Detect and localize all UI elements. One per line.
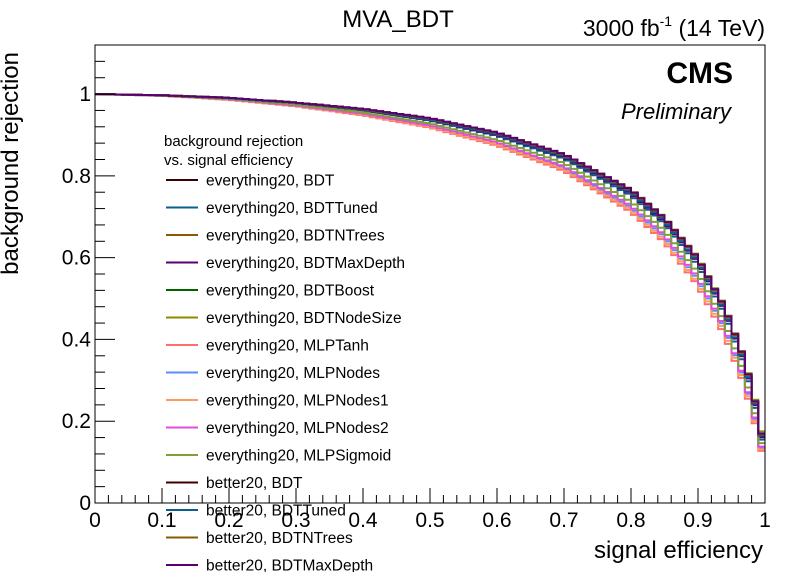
status-label: Preliminary [621,99,733,124]
legend-entry: better20, BDTTuned [166,503,346,520]
legend-entry: better20, BDTNTrees [166,530,353,547]
legend-label: everything20, BDTNTrees [206,228,385,245]
legend-entry: everything20, BDTMaxDepth [166,255,405,272]
y-tick-label: 0.6 [62,247,91,270]
y-tick-label: 1 [79,83,91,106]
legend-entry: everything20, MLPNodes [166,365,380,382]
lumi-exponent: -1 [660,13,673,29]
y-tick-label: 0.8 [62,165,91,188]
legend-entry: everything20, MLPSigmoid [166,448,391,465]
legend-entry: everything20, MLPNodes1 [166,393,389,410]
legend-entry: everything20, MLPNodes2 [166,420,389,437]
legend-label: better20, BDTTuned [206,503,346,520]
legend-entry: everything20, MLPTanh [166,338,369,355]
legend-label: everything20, MLPSigmoid [206,448,391,465]
legend-header-line1: background rejection [164,133,303,150]
x-tick-label: 0.2 [214,509,243,532]
ticks-layer [94,44,766,504]
x-tick-label: 0.8 [616,509,645,532]
legend-entry: everything20, BDTBoost [166,283,375,300]
legend-header-line2: vs. signal efficiency [164,152,293,169]
legend-label: better20, BDTMaxDepth [206,558,373,572]
x-tick-label: 0.9 [683,509,712,532]
legend-label: everything20, MLPNodes1 [206,393,389,410]
experiment-label: CMS [666,57,733,90]
x-tick-label: 0.5 [415,509,444,532]
legend-entry: better20, BDTMaxDepth [166,558,373,572]
x-tick-label: 0.3 [281,509,310,532]
legend-label: everything20, MLPNodes [206,365,380,382]
lumi-value: 3000 fb [583,15,660,41]
legend-entry: everything20, BDT [166,173,335,190]
tick-labels: 0 0.1 0.2 0.3 0.4 0.5 0.6 0.7 0.8 0.9 1 0 0.2 0.4 0.6 0… [62,83,771,532]
lumi-energy: (14 TeV) [672,15,765,41]
legend-entry: everything20, BDTNodeSize [166,310,402,327]
y-tick-label: 0.4 [62,328,92,351]
x-axis-label: signal efficiency [594,537,763,564]
series-layer [95,93,765,452]
legend-label: everything20, MLPNodes2 [206,420,389,437]
x-tick-label: 1 [759,509,771,532]
x-tick-label: 0.1 [147,509,176,532]
legend-entry: better20, BDT [166,475,303,492]
legend-label: everything20, BDTTuned [206,200,378,217]
legend-label: better20, BDTNTrees [206,530,353,547]
x-tick-label: 0.7 [549,509,578,532]
chart-title: MVA_BDT [342,6,454,33]
legend-label: everything20, BDTMaxDepth [206,255,405,272]
legend-entry: everything20, BDTNTrees [166,228,385,245]
x-tick-label: 0 [89,509,101,532]
series-line-better20-bdtmaxdepth [95,93,765,435]
legend-label: everything20, MLPTanh [206,338,369,355]
lumi-label: 3000 fb-1 (14 TeV) [583,13,765,41]
y-tick-label: 0 [79,492,91,515]
legend-entries: everything20, BDT everything20, BDTTuned e… [166,173,405,572]
legend-label: everything20, BDT [206,173,335,190]
x-tick-label: 0.4 [348,509,378,532]
legend-label: everything20, BDTBoost [206,283,375,300]
y-axis-label: background rejection [0,52,24,275]
legend-entry: everything20, BDTTuned [166,200,378,217]
legend-label: everything20, BDTNodeSize [206,310,402,327]
legend-label: better20, BDT [206,475,303,492]
x-tick-label: 0.6 [482,509,511,532]
legend: background rejection vs. signal efficien… [164,133,405,572]
y-tick-label: 0.2 [62,410,91,433]
